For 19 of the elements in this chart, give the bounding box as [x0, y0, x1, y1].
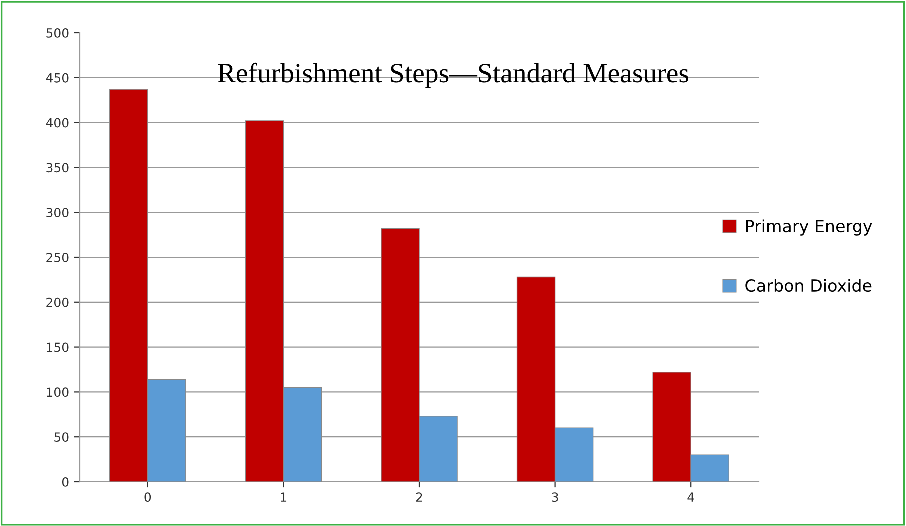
x-tick-label: 0 [144, 492, 152, 502]
y-tick-label: 400 [46, 118, 69, 128]
y-tick-label: 50 [54, 432, 69, 442]
legend-label: Primary Energy [746, 220, 872, 236]
text: Refurbishment Steps—Standard Measures [218, 62, 689, 88]
x-tick-label: 3 [552, 492, 558, 502]
y-tick-label: 150 [47, 342, 69, 352]
y-tick-label: 250 [46, 252, 69, 262]
y-tick-label: 500 [46, 28, 69, 38]
y-tick-label: 200 [46, 298, 69, 308]
y-tick-label: 350 [46, 163, 69, 173]
y-tick-label: 450 [46, 73, 69, 83]
y-tick-label: 300 [46, 208, 69, 218]
x-tick-label: 1 [281, 492, 287, 502]
x-tick-label: 2 [416, 492, 422, 502]
legend-label: Carbon Dioxide [746, 279, 872, 292]
y-tick-label: 0 [62, 477, 69, 487]
y-tick-label: 100 [47, 388, 69, 398]
x-tick-label: 4 [688, 492, 694, 502]
